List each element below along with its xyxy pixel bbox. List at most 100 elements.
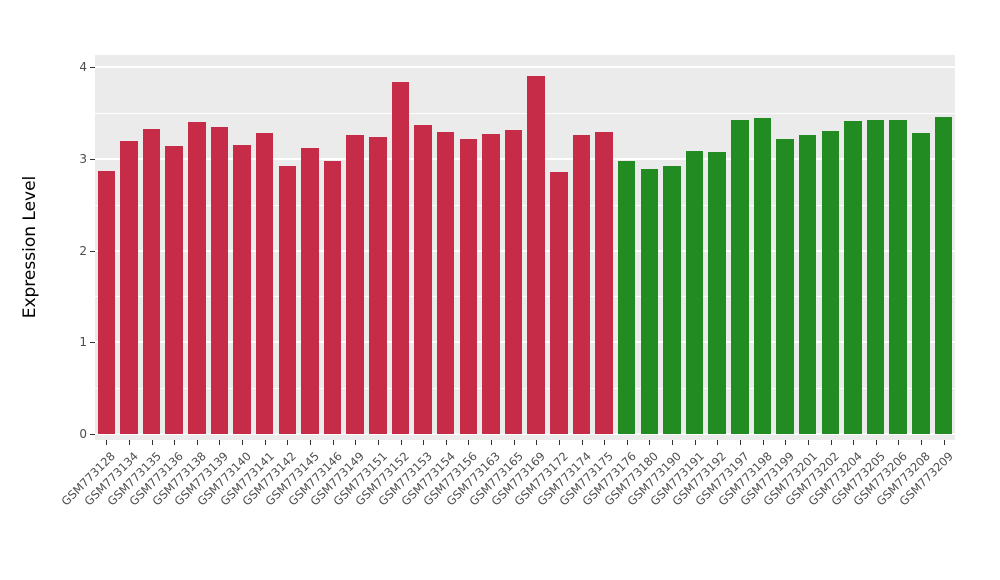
x-tick-mark (287, 440, 289, 445)
x-tick-mark (513, 440, 515, 445)
x-tick-mark (898, 440, 900, 445)
bar (617, 160, 636, 434)
x-tick-mark (626, 440, 628, 445)
x-tick-mark (151, 440, 153, 445)
x-tick-mark (196, 440, 198, 445)
y-tick-mark (90, 158, 95, 160)
bar-slot (706, 55, 729, 434)
bar (708, 152, 726, 434)
major-gridline (95, 66, 955, 68)
bar (844, 121, 862, 434)
bar-slot (457, 55, 480, 434)
x-tick-mark (943, 440, 945, 445)
x-tick-mark (332, 440, 334, 445)
x-tick-mark (106, 440, 108, 445)
bar (436, 132, 455, 434)
x-tick-mark (649, 440, 651, 445)
bar (165, 145, 183, 434)
bar-slot (186, 55, 209, 434)
major-gridline (95, 433, 955, 435)
bar (278, 166, 297, 434)
bar-slot (95, 55, 118, 434)
bar (255, 133, 274, 434)
bar (482, 133, 500, 434)
x-tick-mark (174, 440, 176, 445)
bar (414, 124, 432, 434)
bar-slot (661, 55, 684, 434)
bar (595, 132, 613, 434)
bar-slot (480, 55, 503, 434)
bar (346, 134, 364, 434)
bar-slot (140, 55, 163, 434)
bar (912, 133, 930, 434)
bar (685, 150, 704, 434)
bar (550, 171, 568, 434)
bar (663, 166, 681, 434)
plot-panel (95, 55, 955, 440)
bar (323, 160, 342, 434)
bar-slot (796, 55, 819, 434)
bar-slot (774, 55, 797, 434)
y-tick-mark (90, 434, 95, 435)
bar-slot (163, 55, 186, 434)
bar-slot (819, 55, 842, 434)
bar (889, 120, 907, 434)
bar-slot (412, 55, 435, 434)
x-tick-mark (762, 440, 764, 445)
bar (301, 147, 319, 434)
y-tick-label: 0 (79, 427, 87, 441)
bar-slot (729, 55, 752, 434)
bars-container (95, 55, 955, 434)
bar (572, 134, 591, 434)
y-tick-mark (90, 250, 95, 252)
bar-slot (344, 55, 367, 434)
bar-slot (910, 55, 933, 434)
minor-gridline (95, 112, 955, 114)
bar-slot (570, 55, 593, 434)
bar-slot (683, 55, 706, 434)
bar-slot (253, 55, 276, 434)
x-tick-mark (740, 440, 741, 445)
x-tick-mark (672, 440, 674, 445)
x-tick-mark (264, 440, 266, 445)
x-tick-mark (717, 440, 719, 445)
x-tick-mark (830, 440, 832, 445)
x-tick-mark (377, 440, 379, 445)
bar-slot (887, 55, 910, 434)
bar (866, 120, 885, 434)
bar-slot (367, 55, 390, 434)
minor-gridline (95, 204, 955, 206)
bar (210, 126, 229, 434)
bar (504, 130, 523, 434)
bar-slot (751, 55, 774, 434)
x-tick-mark (310, 440, 311, 445)
y-tick-mark (90, 342, 95, 344)
bar-slot (276, 55, 299, 434)
y-tick-mark (90, 67, 95, 68)
bar-slot (502, 55, 525, 434)
bar (731, 120, 749, 434)
bar (640, 168, 659, 434)
bar (233, 145, 251, 434)
bar (934, 116, 953, 434)
x-tick-mark (581, 440, 583, 445)
x-tick-mark (536, 440, 538, 445)
bar (188, 122, 206, 434)
x-tick-mark (853, 440, 855, 445)
major-gridline (95, 157, 955, 160)
major-gridline (95, 249, 955, 252)
bar (369, 136, 387, 434)
bar-slot (593, 55, 616, 434)
x-tick-mark (875, 440, 877, 445)
bar-slot (638, 55, 661, 434)
bar-slot (231, 55, 254, 434)
y-tick-label: 2 (79, 243, 87, 258)
bar (97, 170, 116, 434)
bar (753, 118, 772, 434)
y-axis-title: Expression Level (20, 175, 40, 319)
bar-slot (548, 55, 571, 434)
bar (798, 134, 817, 434)
major-gridline (95, 341, 955, 344)
x-tick-mark (445, 440, 447, 445)
bar (821, 131, 840, 434)
